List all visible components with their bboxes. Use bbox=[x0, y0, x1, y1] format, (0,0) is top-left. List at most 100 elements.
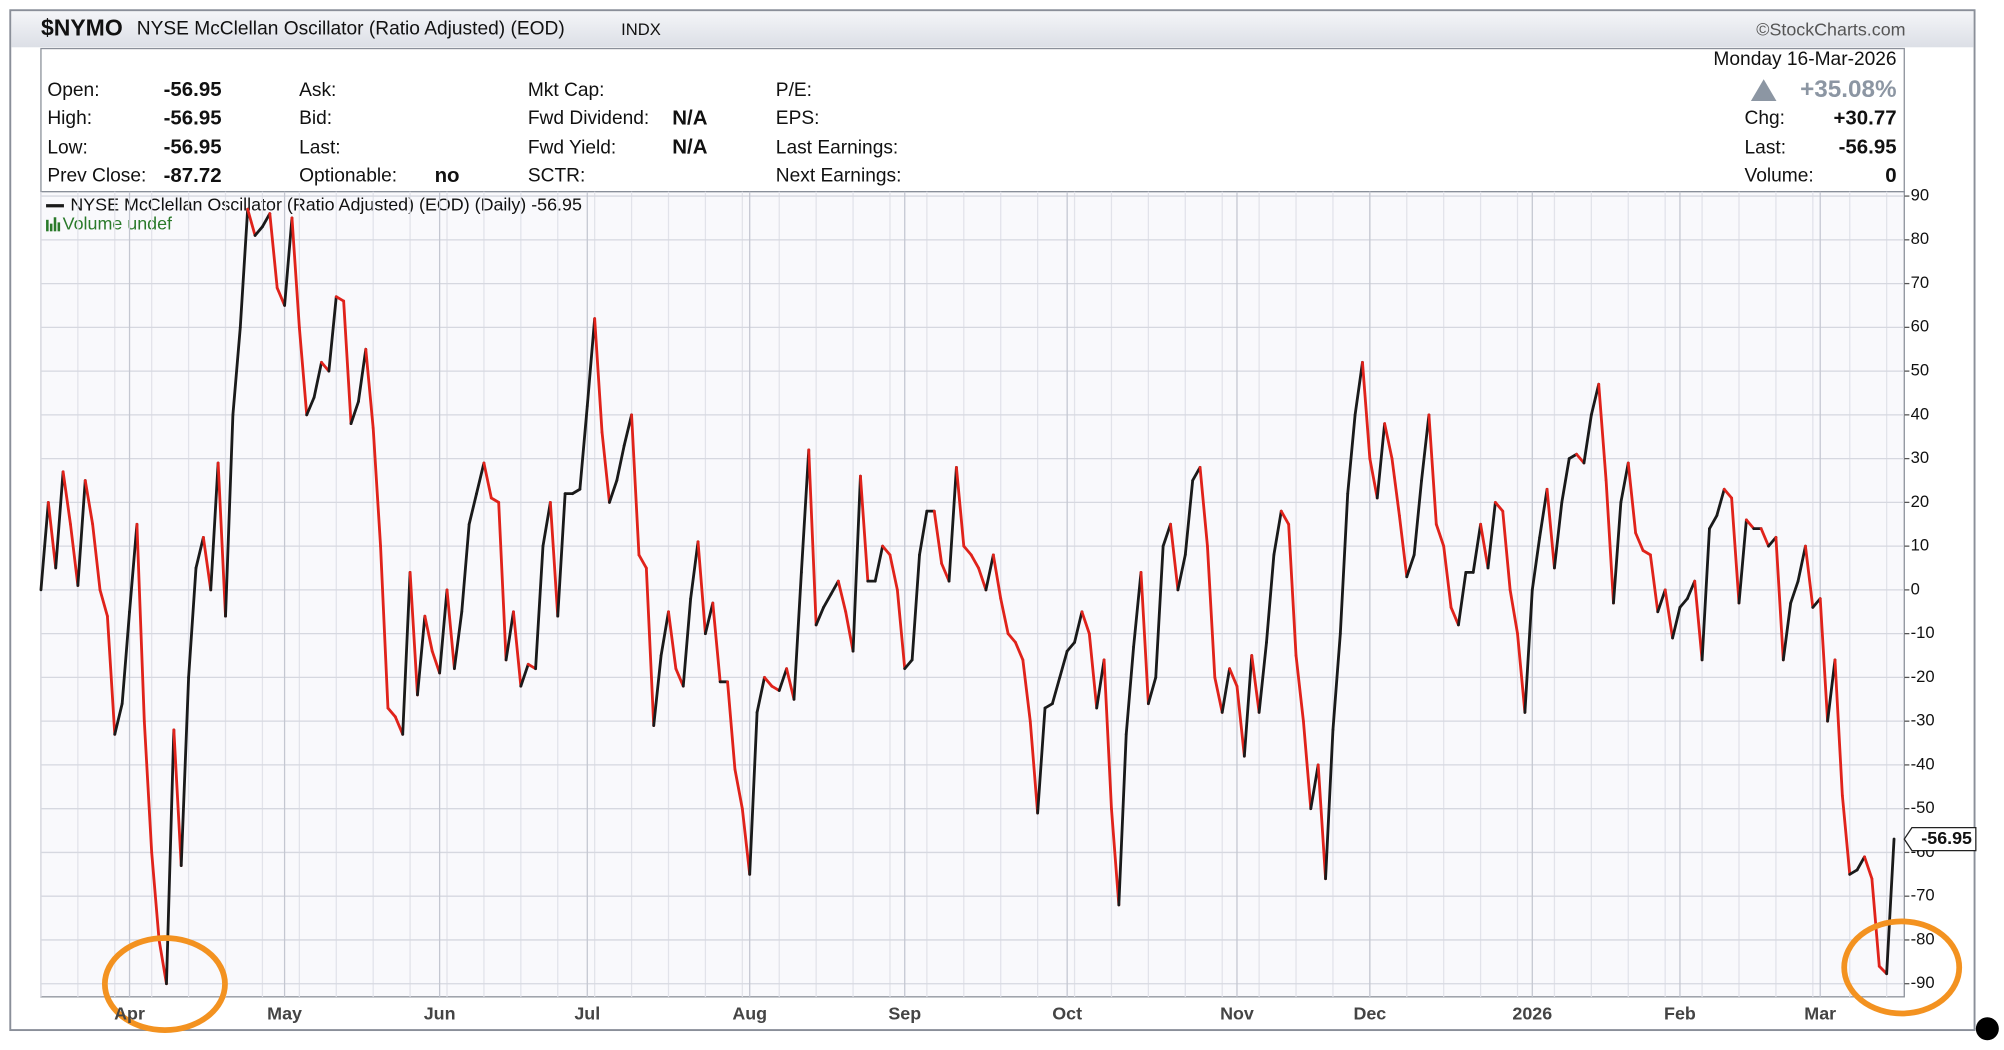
x-tick-label: Aug bbox=[732, 1003, 767, 1023]
x-tick-label: May bbox=[267, 1003, 302, 1023]
line-segment bbox=[172, 728, 183, 867]
line-segment bbox=[578, 404, 589, 491]
field-label: Bid: bbox=[299, 108, 332, 129]
line-segment bbox=[1102, 658, 1113, 811]
line-segment bbox=[608, 479, 619, 504]
line-segment bbox=[910, 553, 921, 662]
line-segment bbox=[113, 702, 124, 736]
line-segment bbox=[1626, 461, 1638, 535]
line-segment bbox=[1855, 855, 1866, 872]
line-segment bbox=[1095, 658, 1106, 710]
line-segment bbox=[1516, 632, 1527, 714]
x-tick-label: Jun bbox=[424, 1003, 456, 1023]
source: ©StockCharts.com bbox=[1756, 19, 1905, 39]
x-tick-label: 2026 bbox=[1512, 1003, 1552, 1023]
line-segment bbox=[1663, 588, 1674, 640]
line-segment bbox=[903, 658, 914, 671]
line-segment bbox=[1457, 570, 1468, 627]
line-segment bbox=[1567, 452, 1578, 461]
line-segment bbox=[1833, 658, 1844, 797]
line-segment bbox=[504, 610, 515, 662]
line-segment bbox=[1545, 487, 1556, 570]
line-segment bbox=[1132, 570, 1143, 649]
line-segment bbox=[556, 492, 567, 618]
y-tick-label: 10 bbox=[1911, 536, 1929, 555]
line-segment bbox=[755, 676, 766, 714]
field-value: -87.72 bbox=[164, 164, 222, 187]
line-segment bbox=[541, 500, 552, 548]
line-segment bbox=[1420, 413, 1431, 482]
line-segment bbox=[859, 474, 870, 583]
line-segment bbox=[689, 540, 700, 601]
line-segment bbox=[445, 588, 456, 671]
line-segment bbox=[1538, 487, 1549, 539]
line-segment bbox=[1397, 514, 1409, 579]
field-value: +30.77 bbox=[1834, 106, 1897, 129]
y-tick-label: -50 bbox=[1911, 798, 1935, 817]
y-tick-label: 20 bbox=[1911, 492, 1929, 511]
line-segment bbox=[290, 216, 301, 329]
x-tick-label: Jul bbox=[574, 1003, 600, 1023]
line-segment bbox=[1316, 763, 1327, 881]
y-tick-label: 0 bbox=[1911, 579, 1920, 598]
line-segment bbox=[1560, 457, 1571, 504]
line-segment bbox=[1715, 487, 1726, 517]
line-segment bbox=[703, 601, 715, 636]
line-segment bbox=[652, 654, 663, 727]
field-value: -56.95 bbox=[164, 106, 222, 129]
line-segment bbox=[268, 212, 279, 290]
line-segment bbox=[1331, 632, 1342, 732]
plot-area bbox=[40, 191, 1905, 998]
line-segment bbox=[1589, 382, 1601, 417]
line-segment bbox=[977, 566, 988, 592]
line-segment bbox=[622, 413, 633, 447]
line-segment bbox=[1287, 522, 1298, 657]
line-segment bbox=[1523, 588, 1534, 714]
line-segment bbox=[615, 444, 626, 482]
line-segment bbox=[61, 470, 72, 526]
field-value: -56.95 bbox=[1839, 136, 1897, 159]
instrument-name: NYSE McClellan Oscillator (Ratio Adjuste… bbox=[137, 18, 565, 39]
up-arrow bbox=[1750, 79, 1777, 101]
line-segment bbox=[630, 413, 641, 557]
field-label: SCTR: bbox=[528, 165, 585, 186]
y-tick-label: 60 bbox=[1911, 317, 1929, 336]
line-segment bbox=[1722, 487, 1734, 500]
y-tick-label: -10 bbox=[1911, 623, 1935, 642]
line-segment bbox=[401, 570, 412, 736]
line-segment bbox=[1449, 605, 1460, 627]
line-segment bbox=[1427, 413, 1438, 526]
y-tick-label: 40 bbox=[1911, 404, 1929, 423]
volume-legend: Volume undef bbox=[63, 214, 172, 234]
line-segment bbox=[216, 461, 227, 618]
line-segment bbox=[1405, 553, 1416, 579]
line-segment bbox=[1671, 605, 1682, 640]
line-segment bbox=[1228, 667, 1239, 688]
line-segment bbox=[187, 566, 198, 679]
price-line bbox=[39, 207, 1896, 986]
line-segment bbox=[1412, 479, 1423, 557]
field-label: Prev Close: bbox=[47, 165, 146, 186]
line-segment bbox=[1486, 500, 1497, 570]
line-segment bbox=[1353, 360, 1364, 417]
line-segment bbox=[120, 610, 131, 706]
line-segment bbox=[851, 474, 862, 653]
line-segment bbox=[157, 938, 168, 986]
line-segment bbox=[1826, 658, 1837, 723]
line-segment bbox=[1250, 654, 1261, 714]
line-segment bbox=[1073, 610, 1084, 644]
line-segment bbox=[822, 592, 833, 609]
line-segment bbox=[733, 767, 744, 811]
exchange: INDX bbox=[621, 20, 661, 39]
line-segment bbox=[593, 317, 604, 434]
line-segment bbox=[423, 614, 434, 653]
grid bbox=[40, 191, 1905, 997]
line-segment bbox=[984, 553, 995, 592]
line-segment bbox=[98, 588, 109, 618]
line-segment bbox=[261, 212, 272, 229]
line-segment bbox=[497, 500, 508, 662]
line-segment bbox=[1604, 479, 1615, 605]
line-segment bbox=[283, 216, 294, 307]
line-segment bbox=[947, 465, 958, 583]
